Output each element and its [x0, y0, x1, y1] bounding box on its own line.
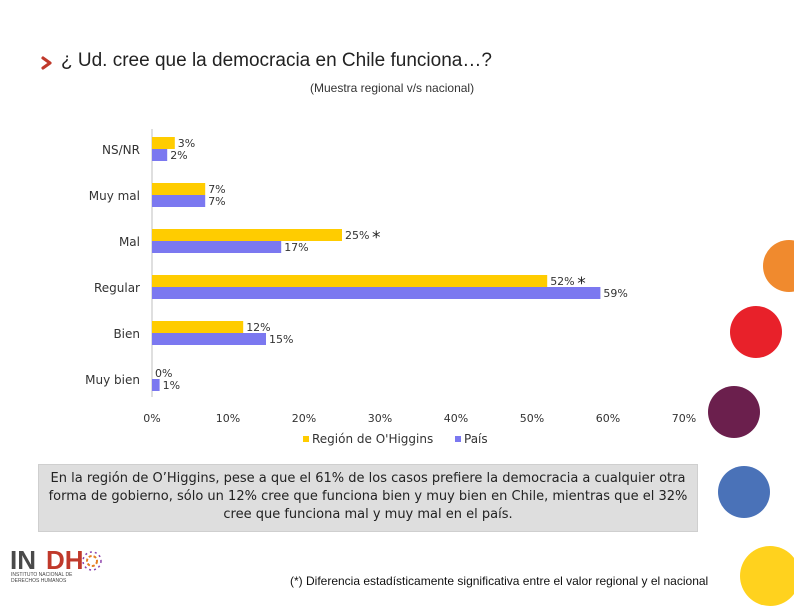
significance-marker: * — [577, 274, 586, 294]
bar-region — [152, 275, 548, 287]
category-label: Muy mal — [89, 189, 140, 203]
decorative-circle-red — [730, 306, 782, 358]
data-label: 3% — [178, 137, 195, 150]
data-label: 15% — [269, 333, 293, 346]
data-label: 52% — [550, 275, 574, 288]
bar-country — [152, 241, 282, 253]
legend-label: Región de O'Higgins — [312, 432, 433, 446]
chevron-right-icon — [41, 56, 52, 70]
svg-text:IN: IN — [10, 545, 36, 575]
data-label: 0% — [155, 367, 172, 380]
data-label: 25% — [345, 229, 369, 242]
bar-region — [152, 183, 206, 195]
data-label: 7% — [208, 183, 225, 196]
category-label: NS/NR — [102, 143, 140, 157]
bar-country — [152, 333, 266, 345]
category-label: Muy bien — [85, 373, 140, 387]
bar-region — [152, 321, 244, 333]
svg-text:INSTITUTO NACIONAL DE: INSTITUTO NACIONAL DE — [11, 572, 73, 578]
category-label: Mal — [119, 235, 140, 249]
decorative-circle-blue — [718, 466, 770, 518]
x-tick-label: 50% — [520, 412, 544, 425]
bar-region — [152, 229, 342, 241]
x-tick-label: 10% — [216, 412, 240, 425]
data-label: 59% — [603, 287, 627, 300]
conclusion-text: En la región de O’Higgins, pese a que el… — [38, 464, 698, 532]
svg-text:DH: DH — [46, 545, 84, 575]
x-tick-label: 20% — [292, 412, 316, 425]
decorative-circle-purple — [708, 386, 760, 438]
indh-logo: IN DH INSTITUTO NACIONAL DE DERECHOS HUM… — [10, 545, 102, 584]
significance-marker: * — [372, 228, 381, 248]
data-label: 12% — [246, 321, 270, 334]
svg-text:DERECHOS HUMANOS: DERECHOS HUMANOS — [11, 578, 67, 584]
footnote: (*) Diferencia estadísticamente signific… — [290, 574, 709, 588]
data-label: 17% — [284, 241, 308, 254]
bar-country — [152, 149, 168, 161]
legend-swatch — [455, 436, 461, 442]
legend-swatch — [303, 436, 309, 442]
bar-chart: 3%2%7%7%25%17% *52%59%*12%15%0%1% NS/NRMu… — [85, 129, 696, 446]
category-label: Regular — [94, 281, 140, 295]
data-label: 7% — [208, 195, 225, 208]
chart-subtitle: (Muestra regional v/s nacional) — [310, 81, 475, 95]
x-tick-label: 40% — [444, 412, 468, 425]
x-tick-label: 70% — [672, 412, 696, 425]
decorative-circle-yellow — [740, 546, 794, 606]
category-label: Bien — [113, 327, 140, 341]
bar-country — [152, 379, 160, 391]
x-tick-label: 0% — [143, 412, 160, 425]
data-label: 1% — [163, 379, 180, 392]
data-label: 2% — [170, 149, 187, 162]
bar-country — [152, 287, 601, 299]
x-tick-label: 30% — [368, 412, 392, 425]
x-tick-label: 60% — [596, 412, 620, 425]
bar-region — [152, 137, 175, 149]
bar-country — [152, 195, 206, 207]
page-title: ¿ Ud. cree que la democracia en Chile fu… — [61, 50, 492, 71]
legend-label: País — [464, 432, 488, 446]
